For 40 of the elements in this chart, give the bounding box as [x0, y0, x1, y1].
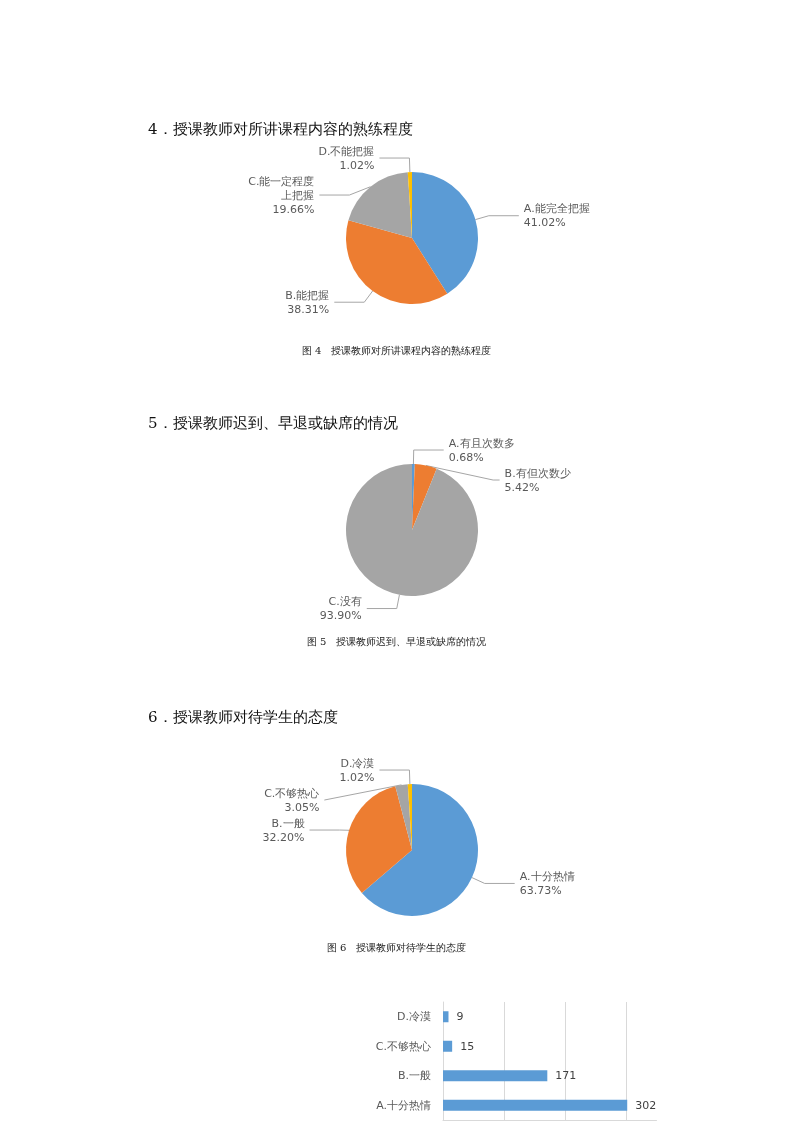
data-label: 1.02%	[339, 158, 375, 172]
chart-title: 4．授课教师对所讲课程内容的熟练程度	[148, 120, 413, 139]
data-label: 0.68%	[448, 450, 484, 464]
slice-label: A.能完全把握	[523, 202, 590, 216]
slice-label: A.有且次数多	[448, 436, 515, 450]
data-label: 302	[635, 1098, 657, 1112]
slice-label: D.不能把握	[318, 144, 375, 158]
chart-title: 6．授课教师对待学生的态度	[148, 708, 338, 727]
slice-label: A.十分热情	[519, 869, 575, 883]
caption: 图 5 授课教师迟到、早退或缺席的情况	[305, 635, 488, 649]
slice-label: D.冷漠	[340, 756, 375, 770]
data-label: 93.90%	[319, 609, 362, 623]
chart-title: 5．授课教师迟到、早退或缺席的情况	[148, 414, 398, 433]
data-label: 5.42%	[504, 480, 540, 494]
data-label: 1.02%	[339, 770, 375, 784]
data-label: 32.20%	[262, 830, 305, 844]
data-label: 15	[460, 1039, 475, 1053]
caption: 图 6 授课教师对待学生的态度	[325, 941, 468, 955]
slice-label: C.能一定程度上把握	[248, 174, 315, 202]
bar	[443, 1011, 449, 1023]
y-tick-label: B.一般	[397, 1069, 431, 1083]
data-label: 3.05%	[284, 800, 320, 814]
slice-label: C.没有	[328, 595, 362, 609]
data-label: 41.02%	[523, 216, 566, 230]
slice-label: B.一般	[271, 816, 305, 830]
y-tick-label: C.不够热心	[375, 1039, 431, 1053]
y-tick-label: D.冷漠	[397, 1010, 431, 1024]
data-label: 171	[555, 1069, 577, 1083]
bar	[443, 1070, 548, 1082]
y-tick-label: A.十分热情	[376, 1098, 431, 1112]
slice-label: C.不够热心	[264, 786, 320, 800]
slice-label: B.有但次数少	[504, 466, 571, 480]
data-label: 9	[456, 1010, 464, 1024]
slice-label: B.能把握	[285, 288, 330, 302]
caption: 图 4 授课教师对所讲课程内容的熟练程度	[300, 344, 493, 358]
data-label: 63.73%	[519, 883, 562, 897]
bar	[443, 1040, 453, 1052]
data-label: 38.31%	[287, 302, 330, 316]
bar	[443, 1099, 628, 1111]
data-label: 19.66%	[272, 202, 315, 216]
